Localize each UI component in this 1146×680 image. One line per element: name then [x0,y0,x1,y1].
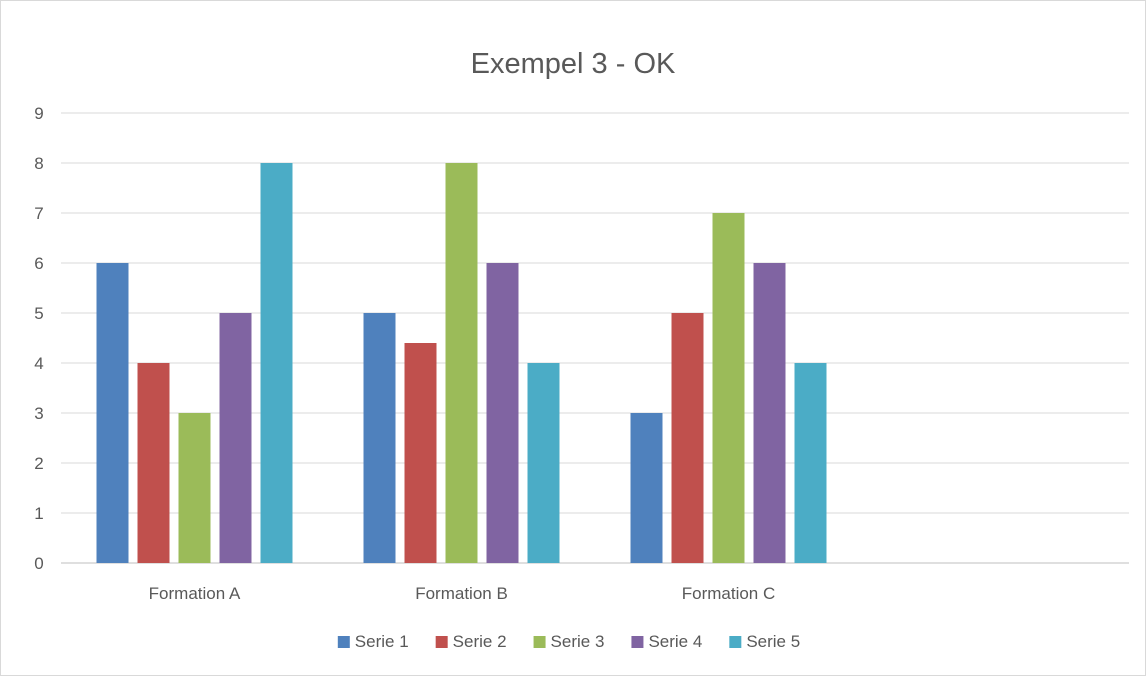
y-tick-label: 5 [34,304,43,323]
legend-swatch [631,636,644,648]
y-tick-label: 2 [34,454,43,473]
legend-label: Serie 2 [453,632,507,651]
bar [96,263,129,563]
legend-swatch [435,636,448,648]
x-tick-label: Formation A [149,584,241,603]
bar [794,363,827,563]
bar [363,313,396,563]
bar [712,213,745,563]
bar [260,163,293,563]
legend-item: Serie 1 [337,632,409,651]
legend-item: Serie 4 [631,632,702,651]
y-tick-label: 3 [34,404,43,423]
chart-title: Exempel 3 - OK [471,48,676,80]
y-tick-label: 8 [34,154,43,173]
bar [219,313,252,563]
legend-swatch [533,636,546,648]
y-tick-label: 0 [34,554,43,573]
y-tick-label: 9 [34,104,43,123]
y-tick-label: 4 [34,354,43,373]
x-tick-label: Formation B [415,584,508,603]
bar [137,363,170,563]
bar [178,413,211,563]
y-tick-label: 6 [34,254,43,273]
y-tick-label: 1 [34,504,43,523]
x-tick-label: Formation C [682,584,776,603]
legend-label: Serie 3 [551,632,605,651]
legend-item: Serie 3 [533,632,605,651]
legend-label: Serie 4 [648,632,702,651]
y-axis-ticks: 0 1 2 3 4 5 6 7 8 9 [34,104,43,573]
bar [630,413,663,563]
bar [753,263,786,563]
legend-swatch [337,636,350,648]
legend-label: Serie 1 [355,632,409,651]
legend-label: Serie 5 [746,632,800,651]
legend: Serie 1 Serie 2 Serie 3 Serie 4 Serie 5 [337,632,800,651]
bar [445,163,478,563]
bar [671,313,704,563]
x-axis-ticks: Formation A Formation B Formation C [149,584,776,603]
y-tick-label: 7 [34,204,43,223]
legend-item: Serie 2 [435,632,507,651]
bar [404,343,437,563]
legend-swatch [729,636,742,648]
bar [527,363,560,563]
bars [96,163,827,563]
bar [486,263,519,563]
legend-item: Serie 5 [729,632,800,651]
